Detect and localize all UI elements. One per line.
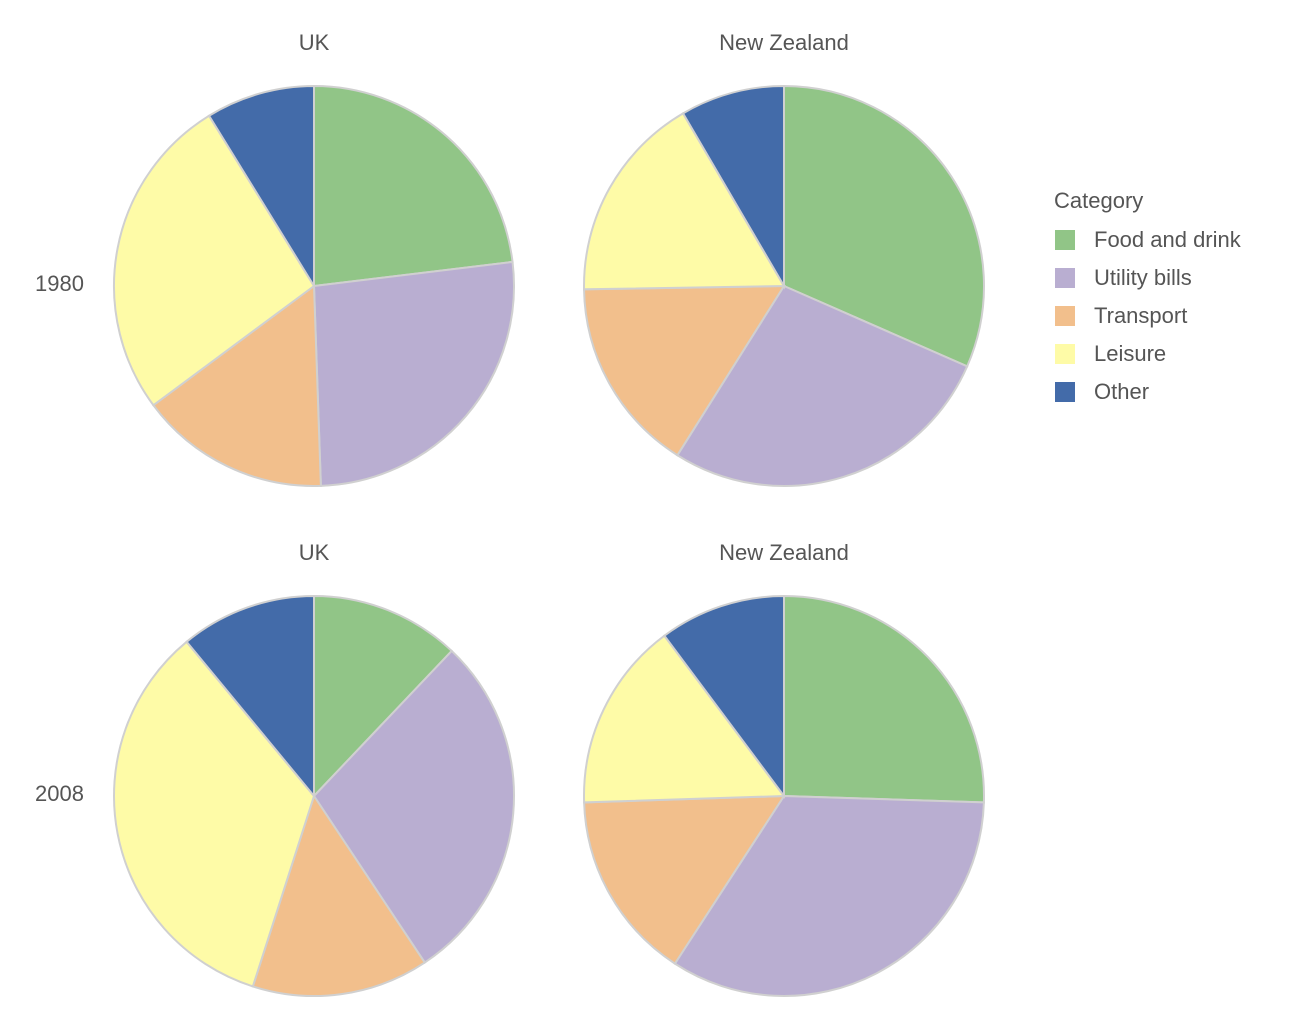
pie-1980-uk: UK bbox=[113, 30, 515, 487]
legend-swatch bbox=[1055, 306, 1075, 326]
slice-food-and-drink bbox=[313, 84, 514, 288]
legend-swatch bbox=[1055, 230, 1075, 250]
legend: Category Food and drink Utility bills Tran… bbox=[1054, 188, 1242, 404]
row-label-1980: 1980 bbox=[35, 271, 84, 296]
legend-label: Utility bills bbox=[1094, 265, 1192, 290]
legend-item-food-and-drink: Food and drink bbox=[1055, 227, 1242, 252]
legend-item-other: Other bbox=[1055, 379, 1149, 404]
slice-other bbox=[681, 84, 785, 290]
legend-item-leisure: Leisure bbox=[1055, 341, 1166, 366]
pie-2008-uk: UK bbox=[113, 540, 515, 997]
slice-transport bbox=[583, 794, 786, 966]
slice-other bbox=[207, 84, 315, 290]
slice-utility-bills bbox=[676, 284, 969, 487]
slice-transport bbox=[152, 284, 322, 487]
legend-label: Other bbox=[1094, 379, 1149, 404]
slice-utility-bills bbox=[312, 260, 515, 487]
legend-title: Category bbox=[1054, 188, 1143, 213]
legend-label: Leisure bbox=[1094, 341, 1166, 366]
pie-title: New Zealand bbox=[719, 540, 849, 565]
slice-other bbox=[185, 594, 315, 799]
slice-food-and-drink bbox=[313, 594, 454, 799]
row-labels: 1980 2008 bbox=[35, 271, 84, 806]
legend-swatch bbox=[1055, 382, 1075, 402]
slice-leisure bbox=[583, 634, 786, 804]
legend-swatch bbox=[1055, 344, 1075, 364]
slice-leisure bbox=[583, 111, 786, 291]
pie-title: UK bbox=[299, 30, 330, 55]
slice-transport bbox=[583, 284, 786, 457]
slice-food-and-drink bbox=[783, 84, 985, 368]
pie-1980-new-zealand: New Zealand bbox=[583, 30, 985, 487]
pie-title: New Zealand bbox=[719, 30, 849, 55]
legend-item-transport: Transport bbox=[1055, 303, 1187, 328]
pie-2008-new-zealand: New Zealand bbox=[583, 540, 985, 997]
legend-item-utility-bills: Utility bills bbox=[1055, 265, 1192, 290]
legend-label: Transport bbox=[1094, 303, 1187, 328]
slice-leisure bbox=[113, 114, 316, 407]
slice-transport bbox=[251, 793, 427, 997]
slice-leisure bbox=[113, 640, 316, 988]
pies: UK New Zealand UK New Zealand bbox=[113, 30, 985, 997]
legend-items: Food and drink Utility bills Transport Leis… bbox=[1055, 227, 1242, 404]
legend-swatch bbox=[1055, 268, 1075, 288]
slice-other bbox=[662, 594, 785, 800]
legend-label: Food and drink bbox=[1094, 227, 1242, 252]
slice-food-and-drink bbox=[783, 594, 985, 804]
row-label-2008: 2008 bbox=[35, 781, 84, 806]
slice-utility-bills bbox=[312, 649, 515, 964]
pie-title: UK bbox=[299, 540, 330, 565]
